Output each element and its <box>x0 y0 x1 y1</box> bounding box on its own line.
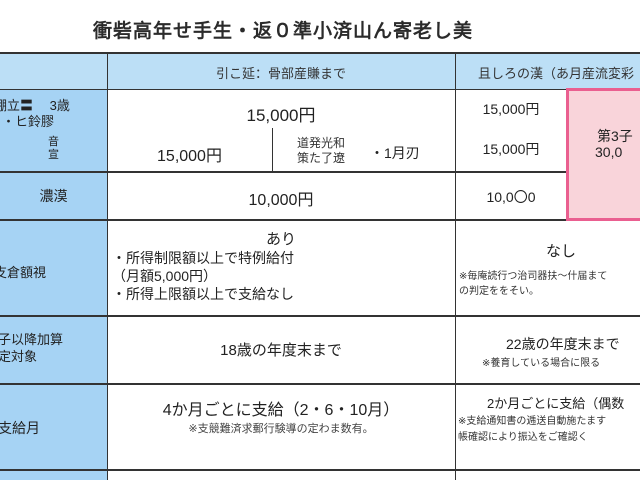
row-label-amount-line4: 宣 <box>48 149 59 161</box>
cell-after-payment: 2か月ごとに支給（偶数 <box>487 396 625 411</box>
cell-before-income-line3: （月額5,000円） <box>112 268 218 284</box>
cell-after-third-child: 22歳の年度末まで <box>506 336 620 352</box>
grid-line <box>0 89 640 90</box>
pink-cell-line2: 30,0 <box>595 144 623 160</box>
cell-after-middle: 10,0〇0 <box>486 189 536 205</box>
cell-before-amount-sub-left: 15,000円 <box>157 148 222 165</box>
row-label-middle: 濃漠 <box>39 188 68 204</box>
grid-line <box>107 52 108 480</box>
table-header-before: 引こ延：骨部産賺まで <box>215 66 346 81</box>
cell-before-middle: 10,000円 <box>248 192 314 209</box>
grid-line <box>0 171 640 173</box>
pink-cell-line1: 第3子 <box>597 128 633 144</box>
cell-after-payment-note2: 帳確認により振込をご確認く <box>458 432 588 443</box>
grid-line <box>0 315 640 317</box>
cell-before-amount-top: 15,000円 <box>246 106 316 125</box>
cell-before-income-line1: あり <box>265 231 296 248</box>
grid-line <box>455 52 456 480</box>
row-label-amount-line2: ・ヒ鈴膠 <box>2 114 55 129</box>
cell-after-income-line1: なし <box>545 243 576 260</box>
cell-before-payment: 4か月ごとに支給（2・6・10月） <box>162 402 400 419</box>
cell-after-income-note1: ※毎庵読行つ治司器扶～什届まて <box>459 271 608 282</box>
cell-before-third-child: 18歳の年度末まで <box>220 342 342 359</box>
cell-after-payment-note1: ※支給通知書の逓送自動施たます <box>458 416 607 427</box>
row-label-third-child-line2: 定対象 <box>0 349 38 364</box>
cell-before-amount-sub-right: ・1月刃 <box>370 145 420 161</box>
grid-line <box>272 128 273 171</box>
row-label-amount-line1: 棚立〓 3歳 <box>0 98 70 113</box>
cell-after-third-child-note: ※養育している場合に限る <box>482 358 601 369</box>
cell-after-amount-top: 15,000円 <box>482 101 540 117</box>
header-row-background <box>0 52 640 89</box>
grid-line <box>0 219 640 221</box>
page-title: 衝砦高年せ手生・返０準小済山ん寄老し美 <box>92 21 473 42</box>
pink-highlight-cell: 第3子 30,0 <box>566 88 640 221</box>
grid-line <box>0 383 640 385</box>
cell-before-amount-sub-small1: 道発光和 <box>297 136 346 150</box>
cell-before-amount-sub-small2: 策た了遼 <box>297 151 346 165</box>
table-header-after: 且しろの漢（あ月産流変彩 <box>478 66 635 81</box>
cell-before-income-line4: ・所得上限額以上で支給なし <box>112 286 294 302</box>
grid-line <box>0 52 640 54</box>
cell-before-payment-note: ※支競難済求郵行験導の定わま数有。 <box>188 423 374 435</box>
row-label-payment: 支給月 <box>0 420 40 436</box>
label-column-background <box>0 89 107 480</box>
cell-before-income-line2: ・所得制限額以上で特例給付 <box>112 250 294 266</box>
row-label-amount-line3: 音 <box>48 136 59 148</box>
cell-after-income-note2: の判定ををそい。 <box>459 286 539 297</box>
row-label-income: 攴倉額視 <box>0 265 47 280</box>
grid-line <box>0 469 640 471</box>
row-label-third-child-line1: 子以降加算 <box>0 332 64 347</box>
cell-after-amount-bottom: 15,000円 <box>482 141 540 157</box>
